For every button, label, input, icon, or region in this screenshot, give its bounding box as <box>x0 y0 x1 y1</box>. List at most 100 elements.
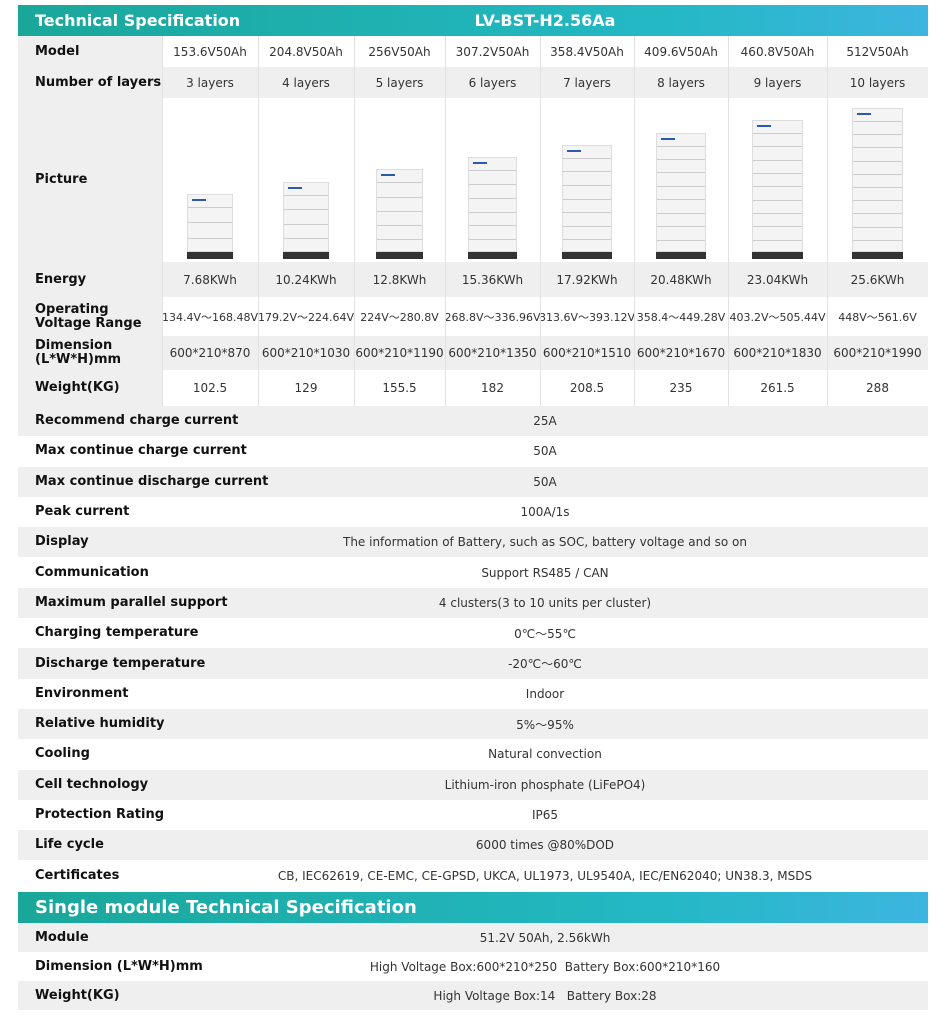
battery-layer-line <box>852 134 903 136</box>
cell-value: 448V～561.6V <box>838 310 917 324</box>
battery-base <box>656 252 706 259</box>
cell-value: 204.8V50Ah <box>269 44 343 59</box>
cell-value: 4 layers <box>282 75 330 90</box>
battery-base <box>468 252 517 259</box>
row-bg <box>18 648 928 679</box>
row-bg <box>18 618 928 649</box>
cell-value: 460.8V50Ah <box>740 44 815 59</box>
row-label: Charging temperature <box>35 625 199 641</box>
cell-value: 6 layers <box>468 75 517 90</box>
cell-value: 3 layers <box>186 75 234 90</box>
row-label: Dimension (L*W*H)mm <box>35 958 203 974</box>
battery-layer-line <box>376 224 423 226</box>
battery-layer-line <box>657 226 705 228</box>
cell-value: 8 layers <box>657 75 705 90</box>
cell-value: 403.2V～505.44V <box>729 310 826 324</box>
cell-value: 102.5 <box>192 381 228 395</box>
row-bg <box>18 769 928 800</box>
row-bg <box>18 860 928 891</box>
cell-value: 313.6V～393.12V <box>538 310 636 324</box>
row-label: Operating Voltage Range <box>18 297 162 336</box>
header-bar: Technical Specification LV-BST-H2.56Aa <box>18 5 928 36</box>
battery-layer-line <box>657 212 705 214</box>
row-label: Cell technology <box>35 776 149 792</box>
cell-value: 20.48KWh <box>650 272 712 287</box>
row-bg <box>18 709 928 740</box>
cell-value: 600*210*1510 <box>542 346 632 360</box>
column-divider <box>827 36 828 406</box>
battery-layer-line <box>376 196 423 198</box>
cell-value: CB, IEC62619, CE-EMC, CE-GPSD, UKCA, UL1… <box>277 868 813 883</box>
battery-layer-line <box>376 182 423 184</box>
battery-layer-line <box>563 157 611 159</box>
cell-value: Natural convection <box>488 747 602 762</box>
battery-layer-line <box>469 170 516 172</box>
cell-value: 100A/1s <box>520 505 570 520</box>
row-label: Communication <box>35 564 149 580</box>
battery-layer-line <box>753 173 802 175</box>
row-bg <box>18 830 928 861</box>
section-title: Single module Technical Specification <box>35 897 417 918</box>
battery-layer-line <box>469 211 516 213</box>
row-bg <box>18 739 928 770</box>
battery-logo <box>757 125 772 128</box>
cell-value: Indoor <box>525 686 565 701</box>
battery-image <box>375 169 424 252</box>
cell-value: 50A <box>533 474 557 489</box>
cell-value: 7.68KWh <box>183 272 237 287</box>
battery-layer-line <box>563 239 611 241</box>
column-divider <box>634 36 635 406</box>
row-bg <box>18 587 928 619</box>
battery-base <box>562 252 612 259</box>
cell-value: Support RS485 / CAN <box>481 565 609 580</box>
row-label: Maximum parallel support <box>35 594 228 610</box>
battery-layer-line <box>188 237 232 239</box>
cell-value: The information of Battery, such as SOC,… <box>342 535 747 550</box>
row-bg <box>18 981 928 1010</box>
battery-layer-line <box>753 239 802 241</box>
row-bg <box>18 496 928 528</box>
cell-value: IP65 <box>531 808 559 823</box>
cell-value: 600*210*1350 <box>448 346 537 360</box>
row-label: Cooling <box>35 746 90 762</box>
cell-value: 134.4V～168.48V <box>161 310 259 324</box>
row-label: Weight(KG) <box>18 370 162 406</box>
cell-value: 288 <box>866 381 889 395</box>
battery-layer-line <box>753 159 802 161</box>
cell-value: 600*210*870 <box>169 346 251 360</box>
cell-value: 51.2V 50Ah, 2.56kWh <box>479 930 611 945</box>
row-bg <box>18 436 928 467</box>
row-label: Relative humidity <box>35 716 165 732</box>
battery-image <box>656 132 706 252</box>
battery-layer-line <box>469 225 516 227</box>
battery-layer-line <box>657 199 705 201</box>
section-bar: Single module Technical Specification <box>18 892 928 923</box>
cell-value: 512V50Ah <box>846 44 909 59</box>
cell-value: 25.6KWh <box>850 272 905 287</box>
column-divider <box>354 36 355 406</box>
cell-value: Lithium-iron phosphate (LiFePO4) <box>444 777 646 792</box>
battery-logo <box>380 174 395 177</box>
cell-value: 600*210*1830 <box>733 346 822 360</box>
cell-value: 0℃～55℃ <box>514 626 576 641</box>
cell-value: 15.36KWh <box>461 272 524 287</box>
row-bg <box>18 67 928 98</box>
cell-value: 7 layers <box>563 75 611 90</box>
row-label: Protection Rating <box>35 807 165 823</box>
cell-value: 129 <box>294 381 318 395</box>
row-label: Recommend charge current <box>35 413 239 429</box>
battery-image <box>752 120 803 252</box>
row-label: Module <box>35 929 89 945</box>
cell-value: High Voltage Box:14 Battery Box:28 <box>433 988 657 1003</box>
battery-base <box>187 252 233 259</box>
battery-layer-line <box>753 213 802 215</box>
column-divider <box>162 36 163 406</box>
column-divider <box>728 36 729 406</box>
cell-value: 17.92KWh <box>556 272 618 287</box>
cell-value: 256V50Ah <box>368 44 431 59</box>
row-label: Life cycle <box>35 837 104 853</box>
row-bg <box>18 678 928 709</box>
battery-layer-line <box>657 172 705 174</box>
row-label: Display <box>35 534 89 550</box>
